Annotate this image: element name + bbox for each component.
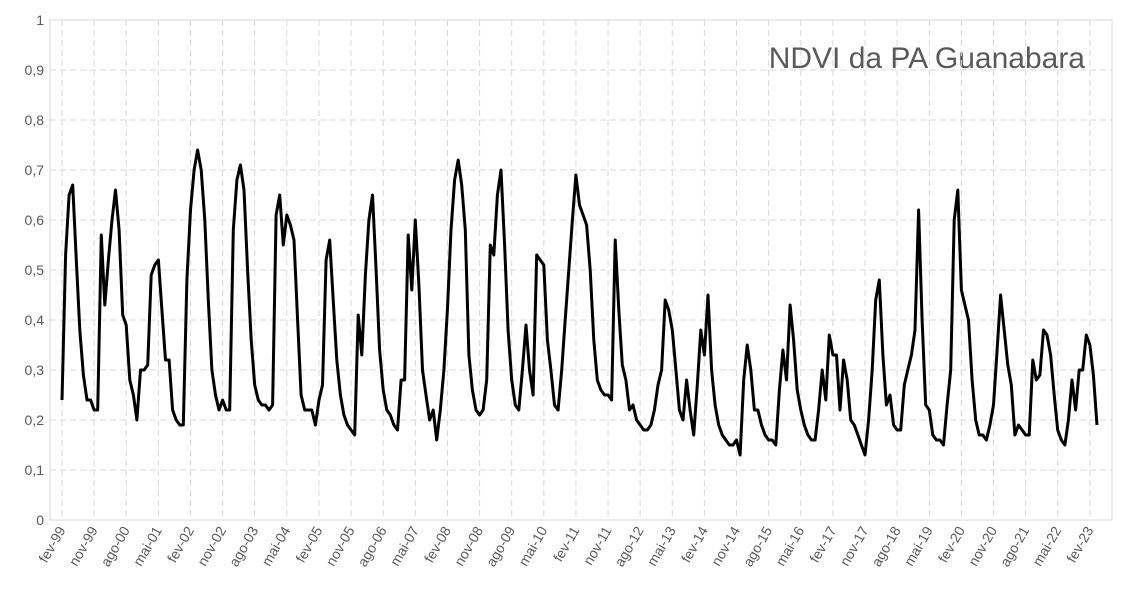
y-tick-label: 0,9: [25, 62, 45, 78]
x-tick-label: nov-14: [708, 523, 743, 568]
x-tick-label: ago-15: [740, 523, 776, 569]
x-tick-label: fev-23: [1063, 523, 1096, 565]
x-tick-label: mai-10: [515, 523, 550, 568]
x-tick-label: ago-18: [868, 523, 904, 569]
x-tick-label: fev-20: [935, 523, 968, 565]
y-tick-label: 0,2: [25, 412, 45, 428]
x-tick-label: mai-19: [901, 523, 936, 568]
x-tick-label: fev-02: [164, 523, 197, 565]
y-tick-label: 0,1: [25, 462, 45, 478]
x-tick-label: nov-11: [580, 523, 615, 567]
chart-title: NDVI da PA Guanabara: [769, 42, 1086, 75]
y-tick-label: 0,3: [25, 362, 45, 378]
y-tick-label: 0,5: [25, 262, 45, 278]
x-tick-label: mai-13: [644, 523, 679, 568]
x-tick-label: fev-11: [550, 523, 583, 564]
x-tick-label: fev-14: [678, 523, 711, 565]
x-tick-label: ago-21: [997, 523, 1033, 569]
x-tick-label: mai-01: [130, 523, 165, 568]
y-tick-label: 1: [36, 12, 44, 28]
y-tick-label: 0,6: [25, 212, 45, 228]
x-tick-label: ago-06: [354, 523, 390, 569]
x-tick-label: nov-17: [836, 523, 871, 568]
x-tick-label: nov-05: [322, 523, 357, 568]
x-tick-label: nov-99: [65, 523, 100, 568]
y-tick-label: 0: [36, 512, 44, 528]
x-tick-label: ago-00: [97, 523, 133, 569]
x-tick-label: ago-03: [226, 523, 262, 569]
ndvi-line: [60, 148, 1099, 457]
x-tick-label: fev-99: [35, 523, 68, 565]
x-tick-label: nov-02: [194, 523, 229, 568]
x-tick-label: mai-22: [1029, 523, 1064, 568]
y-tick-label: 0,7: [25, 162, 45, 178]
x-tick-label: mai-04: [258, 523, 293, 568]
x-tick-label: ago-12: [611, 523, 647, 569]
y-tick-label: 0,4: [25, 312, 45, 328]
x-tick-label: fev-05: [292, 523, 325, 565]
x-tick-label: mai-07: [387, 523, 422, 568]
x-tick-label: fev-08: [421, 523, 454, 565]
x-tick-label: ago-09: [483, 523, 519, 569]
x-tick-label: fev-17: [806, 523, 839, 565]
x-tick-label: nov-08: [451, 523, 486, 568]
y-tick-label: 0,8: [25, 112, 45, 128]
x-tick-label: mai-16: [772, 523, 807, 568]
x-tick-label: nov-20: [965, 523, 1000, 568]
